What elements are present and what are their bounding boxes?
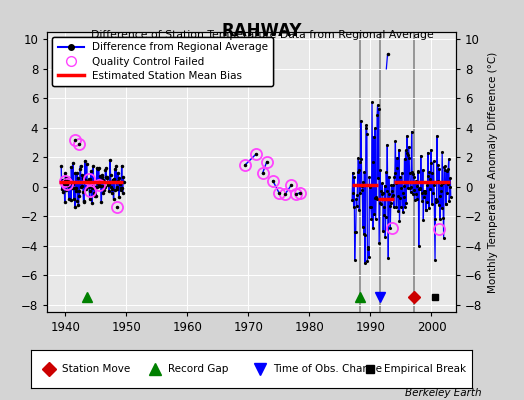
Text: Berkeley Earth: Berkeley Earth bbox=[406, 388, 482, 398]
Text: Empirical Break: Empirical Break bbox=[384, 364, 466, 374]
Text: Station Move: Station Move bbox=[62, 364, 130, 374]
Text: Record Gap: Record Gap bbox=[168, 364, 228, 374]
Text: Time of Obs. Change: Time of Obs. Change bbox=[274, 364, 383, 374]
Y-axis label: Monthly Temperature Anomaly Difference (°C): Monthly Temperature Anomaly Difference (… bbox=[488, 51, 498, 293]
Legend: Difference from Regional Average, Quality Control Failed, Estimated Station Mean: Difference from Regional Average, Qualit… bbox=[52, 37, 273, 86]
Text: RAHWAY: RAHWAY bbox=[222, 22, 302, 40]
Text: Difference of Station Temperature Data from Regional Average: Difference of Station Temperature Data f… bbox=[91, 30, 433, 40]
